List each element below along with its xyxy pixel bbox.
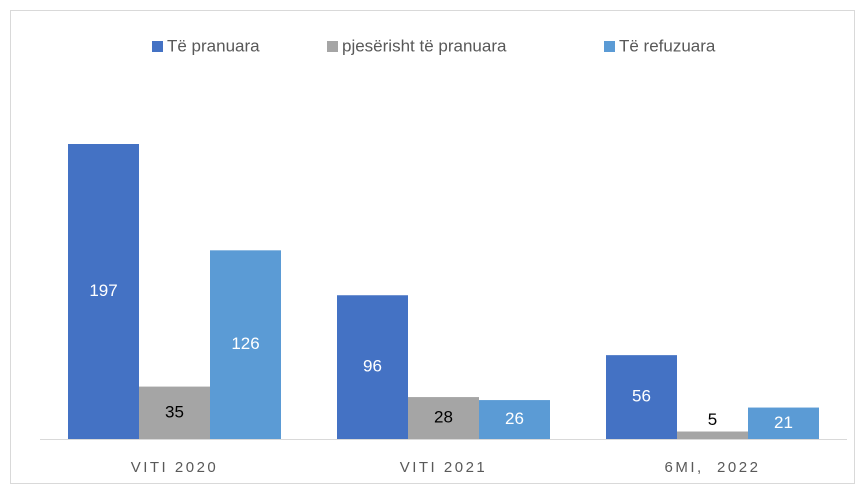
- legend-label: Të refuzuara: [619, 36, 716, 55]
- data-label: 96: [363, 357, 382, 376]
- bar: [479, 400, 550, 439]
- bar: [210, 250, 281, 439]
- data-label: 21: [774, 413, 793, 432]
- legend-swatch: [152, 41, 163, 52]
- legend-swatch: [327, 41, 338, 52]
- bar: [748, 407, 819, 439]
- data-label: 26: [505, 409, 524, 428]
- legend-swatch: [604, 41, 615, 52]
- x-tick-label: VITI 2020: [131, 459, 219, 476]
- bar: [408, 397, 479, 439]
- data-label: 28: [434, 408, 453, 427]
- x-tick-label: VITI 2021: [400, 459, 488, 476]
- data-label: 56: [632, 387, 651, 406]
- bar: [68, 144, 139, 439]
- bar: [606, 355, 677, 439]
- legend-label: pjesërisht të pranuara: [342, 36, 507, 55]
- data-label: 5: [708, 410, 717, 429]
- bar: [677, 431, 748, 439]
- data-label: 126: [231, 334, 259, 353]
- data-label: 197: [89, 281, 117, 300]
- data-label: 35: [165, 402, 184, 421]
- bar: [337, 295, 408, 439]
- bar: [139, 386, 210, 439]
- legend-label: Të pranuara: [167, 36, 260, 55]
- x-tick-label: 6MI, 2022: [665, 459, 761, 476]
